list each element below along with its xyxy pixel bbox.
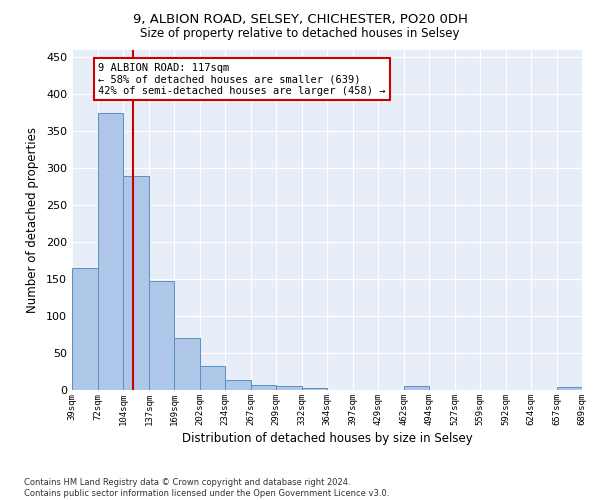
Bar — [277, 386, 302, 390]
Bar — [175, 338, 199, 390]
Bar — [302, 388, 326, 390]
Text: 9, ALBION ROAD, SELSEY, CHICHESTER, PO20 0DH: 9, ALBION ROAD, SELSEY, CHICHESTER, PO20… — [133, 12, 467, 26]
Y-axis label: Number of detached properties: Number of detached properties — [26, 127, 39, 313]
Bar — [226, 380, 251, 390]
Text: 9 ALBION ROAD: 117sqm
← 58% of detached houses are smaller (639)
42% of semi-det: 9 ALBION ROAD: 117sqm ← 58% of detached … — [98, 62, 385, 96]
Text: Contains HM Land Registry data © Crown copyright and database right 2024.
Contai: Contains HM Land Registry data © Crown c… — [24, 478, 389, 498]
Text: Size of property relative to detached houses in Selsey: Size of property relative to detached ho… — [140, 28, 460, 40]
X-axis label: Distribution of detached houses by size in Selsey: Distribution of detached houses by size … — [182, 432, 472, 445]
Bar — [404, 386, 428, 390]
Bar — [124, 176, 149, 390]
Bar — [557, 387, 581, 390]
Bar — [251, 385, 275, 390]
Bar — [149, 280, 173, 390]
Bar — [73, 268, 97, 390]
Bar — [98, 113, 122, 390]
Bar — [200, 366, 224, 390]
